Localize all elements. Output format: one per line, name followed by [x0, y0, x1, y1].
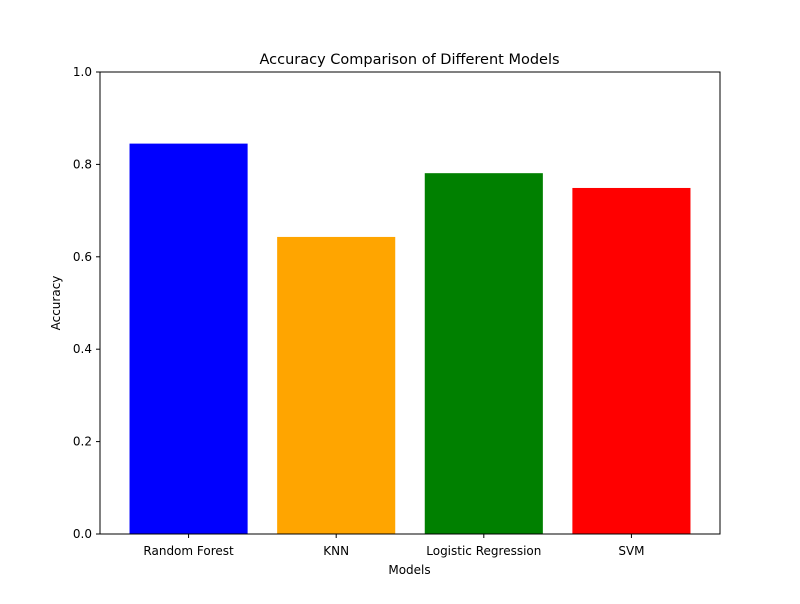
chart-title: Accuracy Comparison of Different Models — [259, 52, 559, 68]
y-tick-label: 1.0 — [73, 65, 92, 79]
x-tick-label: KNN — [323, 544, 349, 558]
bar-logistic-regression — [424, 173, 543, 535]
bar-knn — [277, 236, 396, 534]
bar-random-forest — [129, 143, 248, 535]
x-tick-label: SVM — [618, 544, 644, 558]
y-tick-label: 0.0 — [73, 527, 92, 541]
x-axis-label: Models — [388, 563, 430, 577]
x-tick-label: Random Forest — [143, 544, 234, 558]
y-tick-label: 0.4 — [73, 342, 92, 356]
axes-group: Random Forest KNN Logistic Regression SVM 0.… — [73, 65, 721, 558]
bar-svm — [572, 187, 691, 534]
y-tick-label: 0.6 — [73, 250, 92, 264]
y-tick-label: 0.8 — [73, 157, 92, 171]
bars-group — [129, 143, 691, 535]
y-tick-label: 0.2 — [73, 435, 92, 449]
y-axis-label: Accuracy — [49, 276, 63, 331]
x-tick-label: Logistic Regression — [426, 544, 541, 558]
plot-frame — [99, 71, 721, 535]
